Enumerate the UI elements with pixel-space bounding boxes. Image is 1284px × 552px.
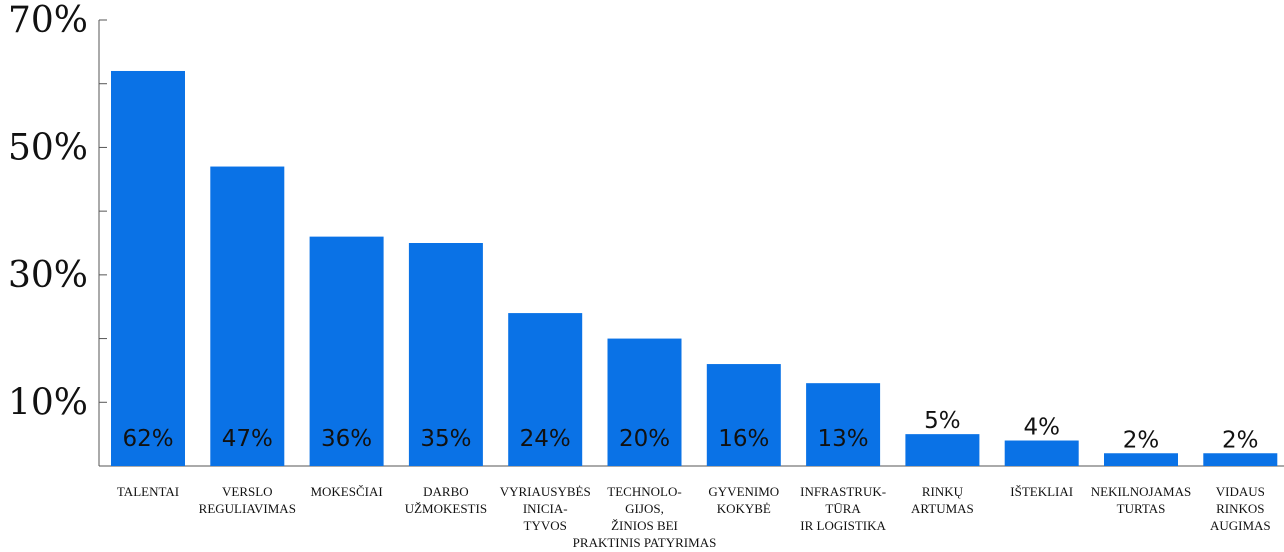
bar (309, 236, 384, 466)
bar (1004, 440, 1079, 466)
y-tick-label: 50% (8, 127, 88, 168)
y-tick-label: 70% (8, 0, 88, 41)
category-label: VERSLO REGULIAVIMAS (199, 484, 296, 516)
category-label: VYRIAUSYBĖS INICIA- TYVOS (500, 484, 591, 533)
value-label: 4% (1023, 415, 1060, 441)
category-label-line: INFRASTRUK- (800, 484, 886, 499)
value-label: 20% (619, 426, 670, 452)
category-label-line: DARBO (423, 484, 469, 499)
category-label: MOKESČIAI (310, 484, 382, 499)
bar (806, 383, 881, 466)
axes: 10% 30% 50% 70% (8, 0, 1284, 467)
bar (905, 434, 980, 466)
bar (111, 70, 185, 466)
value-labels: 62% 47% 36% 35% 24% 20% 16% 13% 5% 4% 2% 2% (122, 408, 1258, 453)
category-label-line: ARTUMAS (911, 501, 974, 516)
value-label: 5% (924, 408, 961, 434)
y-tick-label: 10% (8, 382, 88, 423)
category-label-line: GIJOS, (625, 501, 664, 516)
bar (210, 166, 285, 467)
category-label: NEKILNOJAMAS TURTAS (1091, 484, 1191, 516)
category-label-line: VERSLO (222, 484, 273, 499)
value-label: 16% (718, 426, 769, 452)
category-label-line: UŽMOKESTIS (405, 501, 487, 516)
category-label-line: TURTAS (1117, 501, 1166, 516)
category-label-line: AUGIMAS (1210, 518, 1271, 533)
category-label-line: IR LOGISTIKA (800, 518, 886, 533)
category-label-line: INICIA- (523, 501, 568, 516)
category-label: TALENTAI (117, 484, 179, 499)
bar (1203, 453, 1278, 466)
category-label-line: GYVENIMO (708, 484, 779, 499)
value-label: 13% (818, 426, 869, 452)
category-label-line: MOKESČIAI (310, 484, 382, 499)
category-label-line: TŪRA (825, 501, 861, 516)
category-label: IŠTEKLIAI (1010, 484, 1073, 499)
bars (111, 70, 1278, 467)
category-label-line: ŽINIOS BEI (611, 518, 678, 533)
bar (607, 338, 682, 466)
category-label-line: IŠTEKLIAI (1010, 484, 1073, 499)
value-label: 2% (1222, 427, 1259, 453)
category-label-line: TYVOS (524, 518, 567, 533)
category-label-line: REGULIAVIMAS (199, 501, 296, 516)
bar (706, 364, 781, 466)
category-label: DARBO UŽMOKESTIS (405, 484, 487, 516)
category-label-line: VYRIAUSYBĖS (500, 484, 591, 499)
value-label: 2% (1123, 427, 1160, 453)
category-label-line: PRAKTINIS PATYRIMAS (573, 535, 717, 550)
category-label-line: RINKŲ (922, 484, 964, 499)
category-label: RINKŲ ARTUMAS (911, 484, 974, 516)
category-label: VIDAUS RINKOS AUGIMAS (1210, 484, 1271, 533)
value-label: 47% (222, 426, 273, 452)
bar (508, 313, 583, 466)
category-label-line: RINKOS (1216, 501, 1264, 516)
category-labels: TALENTAI VERSLO REGULIAVIMAS MOKESČIAI DARBO… (117, 484, 1271, 550)
y-tick-label: 30% (8, 255, 88, 296)
category-label-line: KOKYBĖ (717, 501, 771, 516)
category-label: INFRASTRUK- TŪRA IR LOGISTIKA (800, 484, 886, 533)
value-label: 62% (122, 426, 173, 452)
bar (408, 243, 483, 466)
category-label: TECHNOLO- GIJOS, ŽINIOS BEI PRAKTINIS PATYR… (573, 484, 717, 550)
bar (1104, 453, 1178, 466)
value-label: 24% (520, 426, 571, 452)
category-label: GYVENIMO KOKYBĖ (708, 484, 779, 516)
category-label-line: TECHNOLO- (607, 484, 681, 499)
value-label: 35% (420, 426, 471, 452)
category-label-line: TALENTAI (117, 484, 179, 499)
category-label-line: NEKILNOJAMAS (1091, 484, 1191, 499)
value-label: 36% (321, 426, 372, 452)
category-label-line: VIDAUS (1216, 484, 1265, 499)
